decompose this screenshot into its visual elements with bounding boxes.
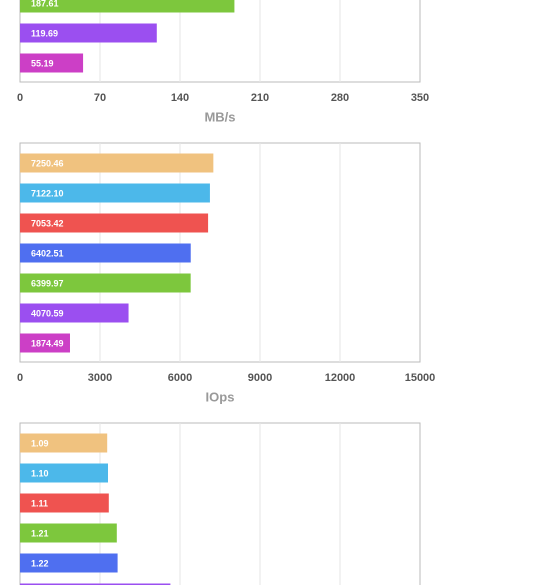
bar-value-label: 55.19	[31, 58, 54, 68]
bar-value-label: 7053.42	[31, 218, 64, 228]
bar	[20, 523, 117, 543]
bar	[20, 183, 210, 203]
bar	[20, 583, 171, 585]
bar-value-label: 6402.51	[31, 248, 64, 258]
bar-value-label: 1.21	[31, 528, 49, 538]
bar-value-label: 4070.59	[31, 308, 64, 318]
bar-value-label: 1.10	[31, 468, 49, 478]
x-tick-label: 70	[94, 92, 106, 104]
bar	[20, 273, 191, 293]
x-tick-label: 12000	[325, 372, 356, 384]
bar-value-label: 7250.46	[31, 158, 64, 168]
bar	[20, 0, 235, 13]
bar-value-label: 119.69	[31, 28, 58, 38]
bar	[20, 243, 191, 263]
x-tick-label: 350	[411, 92, 429, 104]
x-tick-label: 15000	[405, 372, 436, 384]
bar-value-label: 6399.97	[31, 278, 64, 288]
x-tick-label: 6000	[168, 372, 192, 384]
bar-value-label: 1.09	[31, 438, 49, 448]
bar	[20, 553, 118, 573]
bar	[20, 53, 84, 73]
bar	[20, 433, 108, 453]
bar	[20, 213, 209, 233]
x-tick-label: 3000	[88, 372, 112, 384]
bar	[20, 23, 157, 43]
x-axis-title: MB/s	[204, 109, 235, 124]
bar	[20, 303, 129, 323]
bar-value-label: 1874.49	[31, 338, 64, 348]
x-tick-label: 0	[17, 372, 23, 384]
x-tick-label: 280	[331, 92, 349, 104]
bar-value-label: 1.11	[31, 498, 48, 508]
bar	[20, 153, 214, 173]
bar-value-label: 7122.10	[31, 188, 64, 198]
bar	[20, 463, 108, 483]
bar-value-label: 1.22	[31, 558, 49, 568]
x-axis-title: IOps	[206, 389, 235, 404]
x-tick-label: 9000	[248, 372, 272, 384]
x-tick-label: 140	[171, 92, 189, 104]
bar-value-label: 187.61	[31, 0, 59, 8]
bar	[20, 493, 109, 513]
bar	[20, 333, 70, 353]
x-tick-label: 0	[17, 92, 23, 104]
x-tick-label: 210	[251, 92, 269, 104]
